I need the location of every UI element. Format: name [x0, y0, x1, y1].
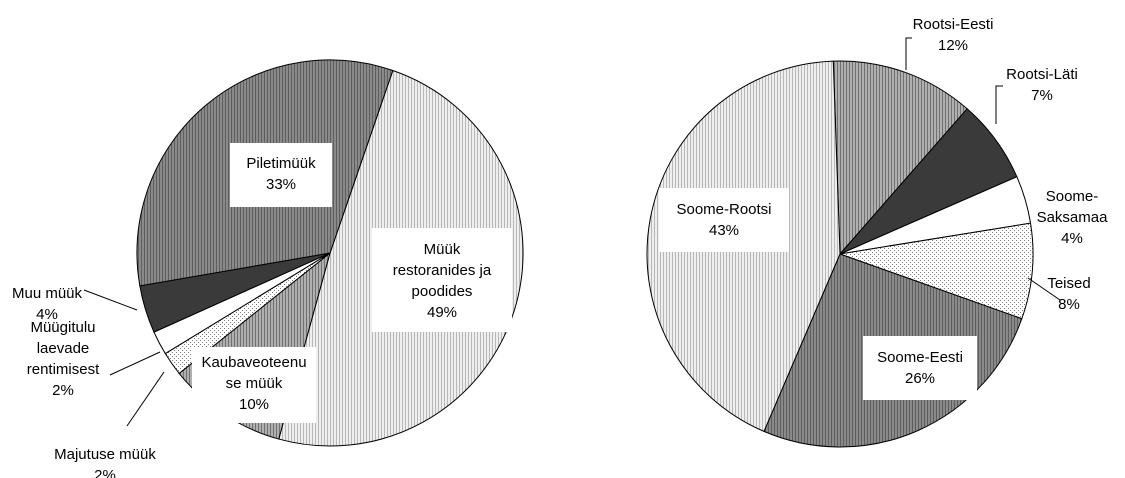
slice-category-label: Majutuse müük — [54, 446, 156, 463]
data-label-box — [863, 336, 977, 400]
data-label-box — [192, 347, 316, 423]
data-label-box — [659, 188, 789, 252]
slice-percent-label: 10% — [239, 396, 269, 413]
slice-category-label: Müügitulu — [30, 319, 95, 336]
label-leader-line — [126, 371, 165, 427]
data-label-box — [230, 143, 332, 207]
slice-percent-label: 2% — [52, 382, 74, 399]
slice-category-label: laevade — [37, 340, 90, 357]
label-leader-line — [109, 351, 161, 376]
pie-slice — [839, 222, 1034, 320]
slice-category-label: Teised — [1047, 275, 1090, 292]
slice-percent-label: 49% — [427, 304, 457, 321]
slice-percent-label: 2% — [94, 467, 116, 478]
slice-category-label: Soome-Rootsi — [676, 201, 771, 218]
slice-category-label: restoranides ja — [393, 262, 492, 279]
label-leader-line — [995, 85, 1003, 124]
slice-category-label: Kaubaveoteenu — [201, 354, 306, 371]
slice-category-label: Saksamaa — [1037, 209, 1109, 226]
slice-category-label: se müük — [226, 375, 283, 392]
slice-category-label: Rootsi-Eesti — [913, 16, 994, 33]
slice-category-label: poodides — [412, 283, 473, 300]
slice-category-label: Piletimüük — [246, 155, 316, 172]
pie-slice — [832, 60, 968, 256]
slice-category-label: Müük — [424, 241, 461, 258]
label-leader-line — [1027, 277, 1061, 301]
label-leader-line — [905, 37, 912, 70]
sales-pie-chart: Müük restoranides ja poodides 49% Kaubaveote… — [12, 59, 524, 478]
slice-category-label: Soome-Eesti — [877, 349, 963, 366]
slice-category-label: Muu müük — [12, 285, 83, 302]
slice-percent-label: 8% — [1058, 296, 1080, 313]
slice-category-label: Soome- — [1046, 188, 1099, 205]
slice-percent-label: 43% — [709, 222, 739, 239]
label-leader-line — [83, 289, 138, 311]
routes-pie-chart: Rootsi-Eesti 12% Rootsi-Läti 7% Soome- Saksam… — [646, 16, 1109, 448]
slice-percent-label: 7% — [1031, 87, 1053, 104]
slice-category-label: rentimisest — [27, 361, 100, 378]
slice-percent-label: 12% — [938, 37, 968, 54]
slice-category-label: Rootsi-Läti — [1006, 66, 1078, 83]
slice-percent-label: 4% — [1061, 230, 1083, 247]
slice-percent-label: 26% — [905, 370, 935, 387]
slice-percent-label: 33% — [266, 176, 296, 193]
slice-percent-label: 4% — [36, 306, 58, 323]
data-label-box — [372, 228, 512, 332]
